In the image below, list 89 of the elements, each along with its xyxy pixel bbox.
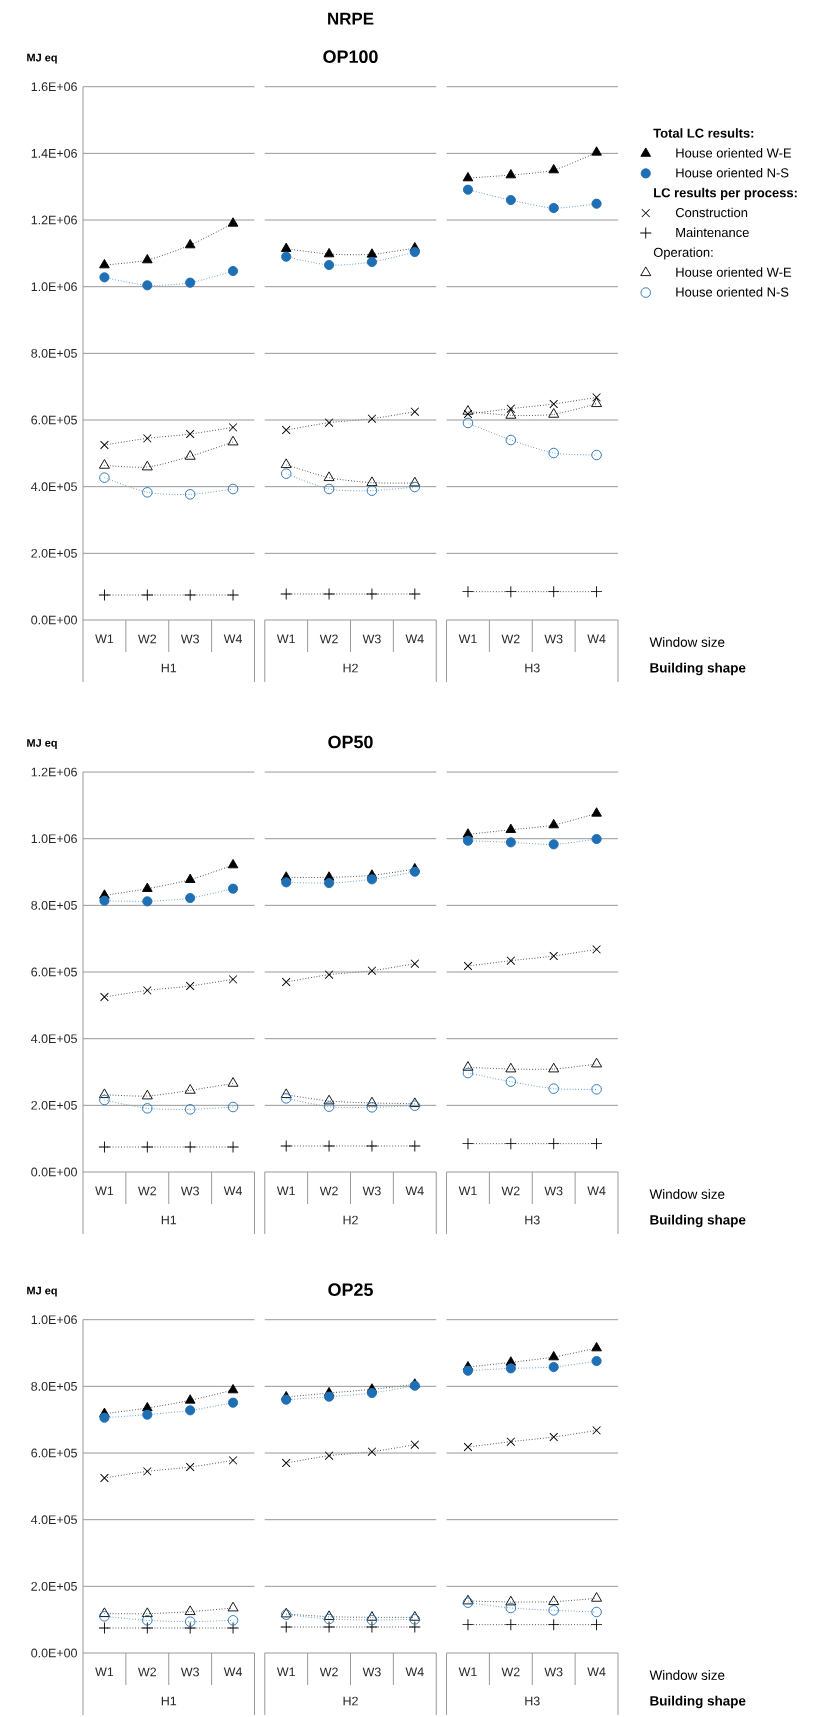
text: Operation: bbox=[653, 247, 713, 260]
x-tick-label: W4 bbox=[405, 1667, 424, 1677]
legend-label: House oriented W-E bbox=[676, 148, 792, 158]
chart-title: NRPE bbox=[328, 12, 374, 25]
y-tick-label: 1.2E+06 bbox=[31, 767, 77, 777]
x-tick-label: W3 bbox=[544, 1667, 563, 1677]
chart-title: OP50 bbox=[328, 735, 373, 749]
y-tick-label: 0.0E+00 bbox=[31, 615, 77, 625]
y-tick-label: 1.0E+06 bbox=[31, 1315, 77, 1325]
x-tick-label: W2 bbox=[138, 1667, 157, 1677]
legend-label: House oriented N-S bbox=[676, 167, 789, 178]
x-tick-label: W1 bbox=[276, 1186, 295, 1196]
x-tick-label: W2 bbox=[501, 634, 520, 644]
y-tick-label: 8.0E+05 bbox=[31, 900, 77, 910]
x-tick-label: W3 bbox=[544, 1186, 563, 1196]
chart-subtitle: OP100 bbox=[323, 50, 378, 64]
x-tick-label: W2 bbox=[501, 1186, 520, 1196]
x-tick-label: W4 bbox=[405, 634, 424, 644]
x-tick-label: W3 bbox=[180, 634, 199, 644]
x-tick-label: W1 bbox=[95, 1186, 114, 1196]
y-axis-title: MJ eq bbox=[27, 53, 57, 64]
y-tick-label: 1.0E+06 bbox=[31, 282, 77, 292]
x-tick-label: W4 bbox=[405, 1186, 424, 1196]
x-tick-label: W3 bbox=[362, 1186, 381, 1196]
x-tick-label: W1 bbox=[276, 634, 295, 644]
x-tick-label: W2 bbox=[501, 1667, 520, 1677]
y-tick-label: 6.0E+05 bbox=[31, 1448, 77, 1458]
text: Building shape bbox=[650, 1695, 746, 1709]
y-axis-title: MJ eq bbox=[27, 739, 57, 749]
x-tick-label: W1 bbox=[458, 1667, 477, 1677]
x-tick-label: W1 bbox=[458, 634, 477, 644]
y-tick-label: 1.2E+06 bbox=[31, 215, 77, 225]
y-tick-label: 4.0E+05 bbox=[31, 1034, 77, 1044]
x-tick-label: W4 bbox=[587, 1186, 606, 1196]
text: H1 bbox=[161, 1215, 177, 1225]
y-tick-label: 8.0E+05 bbox=[31, 1381, 77, 1391]
text: H2 bbox=[343, 663, 358, 673]
x-tick-label: W2 bbox=[319, 1667, 338, 1677]
y-tick-label: 2.0E+05 bbox=[31, 1581, 77, 1591]
text: Building shape bbox=[650, 1214, 746, 1228]
x-axis-title: Window size bbox=[649, 1670, 725, 1680]
x-tick-label: W4 bbox=[223, 634, 243, 644]
x-tick-label: W2 bbox=[319, 634, 338, 644]
x-axis-title: Window size bbox=[649, 1189, 725, 1199]
legend-label: House oriented W-E bbox=[676, 267, 792, 277]
legend-label: House oriented N-S bbox=[676, 287, 789, 297]
y-tick-label: 1.0E+06 bbox=[31, 834, 77, 844]
y-tick-label: 1.4E+06 bbox=[31, 148, 77, 158]
x-tick-label: W1 bbox=[95, 634, 114, 644]
y-tick-label: 0.0E+00 bbox=[31, 1167, 77, 1177]
text: H3 bbox=[525, 663, 540, 673]
x-tick-label: W1 bbox=[276, 1667, 295, 1677]
legend-label: Maintenance bbox=[676, 227, 749, 238]
x-tick-label: W4 bbox=[223, 1667, 243, 1677]
x-tick-label: W2 bbox=[138, 634, 157, 644]
x-tick-label: W3 bbox=[362, 634, 381, 644]
text: Building shape bbox=[650, 662, 746, 676]
x-tick-label: W4 bbox=[587, 634, 606, 644]
x-tick-label: W4 bbox=[587, 1667, 606, 1677]
text: H1 bbox=[161, 1696, 177, 1706]
text: H3 bbox=[525, 1215, 540, 1225]
text: H1 bbox=[161, 663, 177, 673]
x-tick-label: W3 bbox=[180, 1186, 199, 1196]
y-tick-label: 4.0E+05 bbox=[31, 482, 77, 492]
x-tick-label: W3 bbox=[544, 634, 563, 644]
x-tick-label: W1 bbox=[95, 1667, 114, 1677]
x-tick-label: W4 bbox=[223, 1186, 243, 1196]
y-tick-label: 8.0E+05 bbox=[31, 348, 77, 358]
y-tick-label: 4.0E+05 bbox=[31, 1515, 77, 1525]
x-tick-label: W2 bbox=[319, 1186, 338, 1196]
legend-label: Construction bbox=[675, 207, 748, 218]
y-tick-label: 2.0E+05 bbox=[31, 1100, 77, 1110]
text: H3 bbox=[525, 1696, 540, 1706]
text: LC results per process: bbox=[654, 187, 797, 200]
y-tick-label: 6.0E+05 bbox=[31, 415, 77, 425]
y-tick-label: 1.6E+06 bbox=[31, 82, 77, 92]
y-tick-label: 0.0E+00 bbox=[31, 1648, 77, 1658]
text: H2 bbox=[343, 1696, 358, 1706]
x-tick-label: W3 bbox=[362, 1667, 381, 1677]
chart-title: OP25 bbox=[328, 1283, 373, 1297]
x-tick-label: W3 bbox=[180, 1667, 199, 1677]
legend-title: Total LC results: bbox=[653, 128, 754, 138]
x-tick-label: W2 bbox=[138, 1186, 157, 1196]
y-axis-title: MJ eq bbox=[27, 1286, 57, 1297]
y-tick-label: 6.0E+05 bbox=[31, 967, 77, 977]
x-tick-label: W1 bbox=[458, 1186, 477, 1196]
text: H2 bbox=[343, 1215, 358, 1225]
y-tick-label: 2.0E+05 bbox=[31, 548, 77, 558]
x-axis-title: Window size bbox=[649, 637, 725, 647]
